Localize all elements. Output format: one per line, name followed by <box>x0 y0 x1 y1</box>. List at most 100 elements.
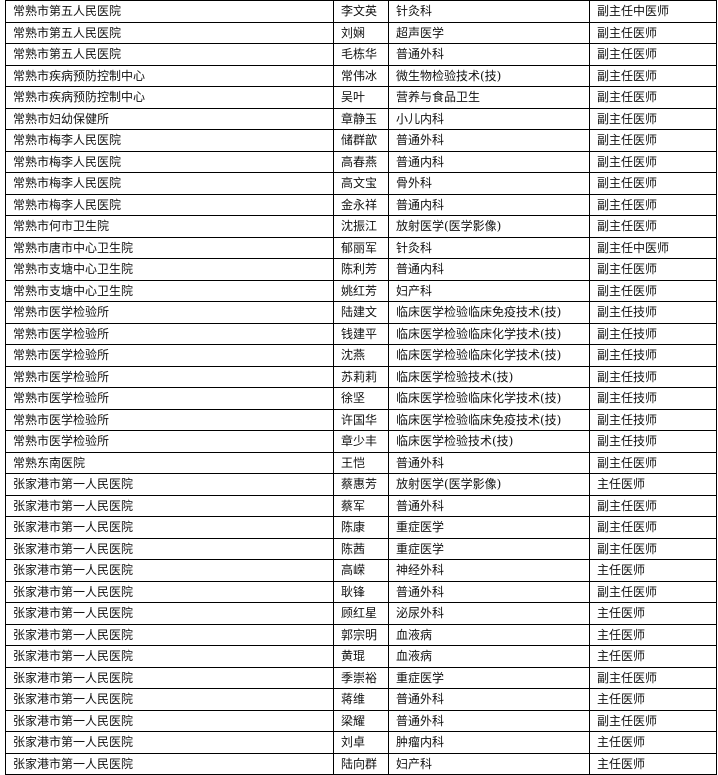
table-row: 常熟市第五人民医院 毛栋华 普通外科 副主任医师 <box>5 43 717 66</box>
table-row: 张家港市第一人民医院 季崇裕 重症医学 副主任医师 <box>5 666 717 689</box>
name-cell: 季崇裕 <box>333 666 389 689</box>
name-cell: 梁耀 <box>333 709 389 732</box>
institution-cell: 常熟市何市卫生院 <box>5 215 334 238</box>
specialty-cell: 临床医学检验临床免疫技术(技) <box>388 408 590 431</box>
table-row: 常熟市梅李人民医院 储群歆 普通外科 副主任医师 <box>5 129 717 152</box>
name-cell: 蒋维 <box>333 688 389 711</box>
name-cell: 章静玉 <box>333 107 389 130</box>
name-cell: 储群歆 <box>333 129 389 152</box>
title-cell: 副主任医师 <box>589 666 717 689</box>
institution-cell: 常熟市医学检验所 <box>5 365 334 388</box>
institution-cell: 张家港市第一人民医院 <box>5 623 334 646</box>
name-cell: 常伟冰 <box>333 64 389 87</box>
name-cell: 沈振江 <box>333 215 389 238</box>
table-row: 常熟市医学检验所 沈燕 临床医学检验临床化学技术(技) 副主任技师 <box>5 344 717 367</box>
table-row: 常熟市梅李人民医院 金永祥 普通内科 副主任医师 <box>5 193 717 216</box>
specialty-cell: 妇产科 <box>388 752 590 775</box>
table-row: 常熟市疾病预防控制中心 常伟冰 微生物检验技术(技) 副主任医师 <box>5 64 717 87</box>
institution-cell: 张家港市第一人民医院 <box>5 516 334 539</box>
institution-cell: 常熟市医学检验所 <box>5 322 334 345</box>
specialty-cell: 针灸科 <box>388 0 590 23</box>
title-cell: 副主任医师 <box>589 537 717 560</box>
title-cell: 副主任中医师 <box>589 236 717 259</box>
table-row: 常熟市妇幼保健所 章静玉 小儿内科 副主任医师 <box>5 107 717 130</box>
name-cell: 陈利芳 <box>333 258 389 281</box>
name-cell: 沈燕 <box>333 344 389 367</box>
name-cell: 耿锋 <box>333 580 389 603</box>
institution-cell: 张家港市第一人民医院 <box>5 666 334 689</box>
name-cell: 章少丰 <box>333 430 389 453</box>
title-cell: 副主任医师 <box>589 215 717 238</box>
specialty-cell: 普通外科 <box>388 580 590 603</box>
institution-cell: 张家港市第一人民医院 <box>5 580 334 603</box>
specialty-cell: 临床医学检验临床化学技术(技) <box>388 344 590 367</box>
name-cell: 陈康 <box>333 516 389 539</box>
specialty-cell: 重症医学 <box>388 537 590 560</box>
name-cell: 高嵘 <box>333 559 389 582</box>
name-cell: 高春燕 <box>333 150 389 173</box>
specialty-cell: 普通内科 <box>388 150 590 173</box>
institution-cell: 常熟市梅李人民医院 <box>5 172 334 195</box>
institution-cell: 张家港市第一人民医院 <box>5 709 334 732</box>
title-cell: 主任医师 <box>589 731 717 754</box>
institution-cell: 常熟市第五人民医院 <box>5 0 334 23</box>
table-row: 常熟市第五人民医院 李文英 针灸科 副主任中医师 <box>5 0 717 23</box>
institution-cell: 张家港市第一人民医院 <box>5 537 334 560</box>
title-cell: 主任医师 <box>589 688 717 711</box>
institution-cell: 常熟市支塘中心卫生院 <box>5 279 334 302</box>
title-cell: 副主任医师 <box>589 150 717 173</box>
title-cell: 主任医师 <box>589 559 717 582</box>
specialty-cell: 临床医学检验技术(技) <box>388 430 590 453</box>
specialty-cell: 重症医学 <box>388 666 590 689</box>
name-cell: 陆向群 <box>333 752 389 775</box>
table-row: 张家港市第一人民医院 黄琨 血液病 主任医师 <box>5 645 717 668</box>
title-cell: 主任医师 <box>589 473 717 496</box>
title-cell: 主任医师 <box>589 602 717 625</box>
specialty-cell: 骨外科 <box>388 172 590 195</box>
personnel-table: 常熟市第五人民医院 李文英 针灸科 副主任中医师 常熟市第五人民医院 刘娴 超声医学 副主任医… <box>5 0 717 775</box>
table-row: 常熟市唐市中心卫生院 郁丽军 针灸科 副主任中医师 <box>5 236 717 259</box>
specialty-cell: 放射医学(医学影像) <box>388 215 590 238</box>
institution-cell: 常熟市支塘中心卫生院 <box>5 258 334 281</box>
table-row: 常熟市医学检验所 许国华 临床医学检验临床免疫技术(技) 副主任技师 <box>5 408 717 431</box>
title-cell: 副主任医师 <box>589 494 717 517</box>
institution-cell: 常熟市梅李人民医院 <box>5 150 334 173</box>
name-cell: 刘娴 <box>333 21 389 44</box>
title-cell: 副主任医师 <box>589 516 717 539</box>
specialty-cell: 普通外科 <box>388 688 590 711</box>
specialty-cell: 神经外科 <box>388 559 590 582</box>
name-cell: 郁丽军 <box>333 236 389 259</box>
table-row: 张家港市第一人民医院 耿锋 普通外科 副主任医师 <box>5 580 717 603</box>
institution-cell: 张家港市第一人民医院 <box>5 494 334 517</box>
specialty-cell: 普通外科 <box>388 43 590 66</box>
title-cell: 副主任技师 <box>589 365 717 388</box>
specialty-cell: 普通外科 <box>388 709 590 732</box>
table-row: 常熟市梅李人民医院 高文宝 骨外科 副主任医师 <box>5 172 717 195</box>
title-cell: 副主任技师 <box>589 322 717 345</box>
specialty-cell: 针灸科 <box>388 236 590 259</box>
name-cell: 徐坚 <box>333 387 389 410</box>
title-cell: 副主任技师 <box>589 387 717 410</box>
title-cell: 副主任中医师 <box>589 0 717 23</box>
institution-cell: 张家港市第一人民医院 <box>5 688 334 711</box>
title-cell: 副主任医师 <box>589 193 717 216</box>
specialty-cell: 重症医学 <box>388 516 590 539</box>
institution-cell: 常熟市第五人民医院 <box>5 43 334 66</box>
name-cell: 陈茜 <box>333 537 389 560</box>
specialty-cell: 肿瘤内科 <box>388 731 590 754</box>
title-cell: 副主任医师 <box>589 709 717 732</box>
table-row: 常熟市医学检验所 苏莉莉 临床医学检验技术(技) 副主任技师 <box>5 365 717 388</box>
table-row: 张家港市第一人民医院 梁耀 普通外科 副主任医师 <box>5 709 717 732</box>
table-row: 张家港市第一人民医院 陈康 重症医学 副主任医师 <box>5 516 717 539</box>
title-cell: 主任医师 <box>589 645 717 668</box>
institution-cell: 张家港市第一人民医院 <box>5 645 334 668</box>
specialty-cell: 临床医学检验临床免疫技术(技) <box>388 301 590 324</box>
table-row: 张家港市第一人民医院 蔡军 普通外科 副主任医师 <box>5 494 717 517</box>
institution-cell: 常熟市第五人民医院 <box>5 21 334 44</box>
table-row: 张家港市第一人民医院 刘卓 肿瘤内科 主任医师 <box>5 731 717 754</box>
table-row: 张家港市第一人民医院 陆向群 妇产科 主任医师 <box>5 752 717 775</box>
table-row: 常熟市疾病预防控制中心 吴叶 营养与食品卫生 副主任医师 <box>5 86 717 109</box>
title-cell: 副主任医师 <box>589 107 717 130</box>
specialty-cell: 普通外科 <box>388 451 590 474</box>
table-row: 常熟市支塘中心卫生院 陈利芳 普通内科 副主任医师 <box>5 258 717 281</box>
